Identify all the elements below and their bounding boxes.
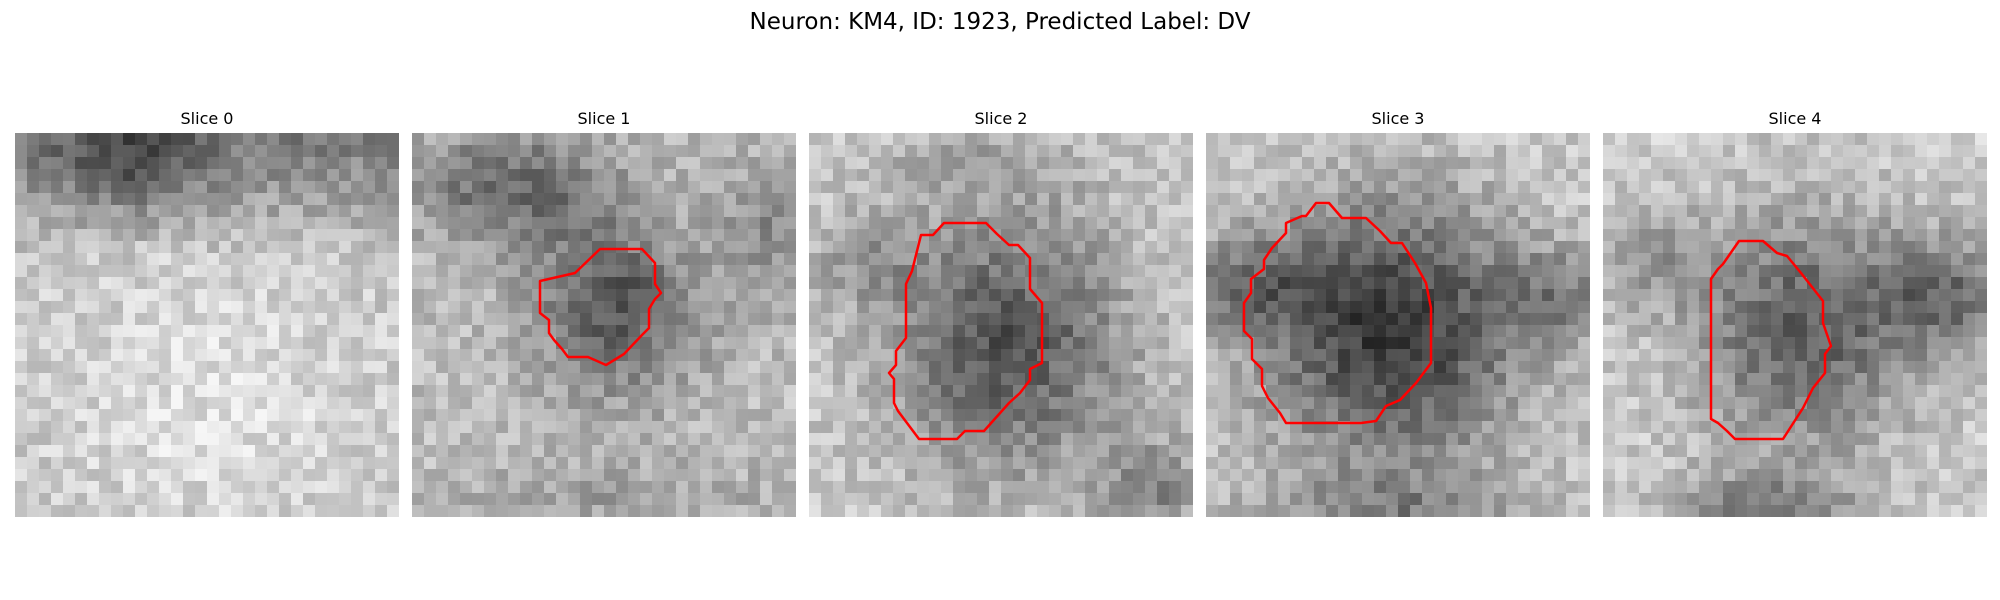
slice-image bbox=[809, 133, 1193, 517]
slice-image bbox=[1603, 133, 1987, 517]
segmentation-contour bbox=[1242, 201, 1433, 425]
slice-title: Slice 1 bbox=[577, 109, 631, 128]
segmentation-contour bbox=[887, 221, 1044, 441]
segmentation-contour bbox=[538, 247, 663, 367]
slice-image bbox=[15, 133, 399, 517]
slice-image bbox=[1206, 133, 1590, 517]
slice-title: Slice 0 bbox=[180, 109, 234, 128]
slice-title: Slice 3 bbox=[1371, 109, 1425, 128]
segmentation-contour bbox=[1709, 239, 1833, 441]
slice-image bbox=[412, 133, 796, 517]
figure-title: Neuron: KM4, ID: 1923, Predicted Label: … bbox=[749, 9, 1251, 35]
slice-title: Slice 2 bbox=[974, 109, 1028, 128]
slice-title: Slice 4 bbox=[1768, 109, 1822, 128]
